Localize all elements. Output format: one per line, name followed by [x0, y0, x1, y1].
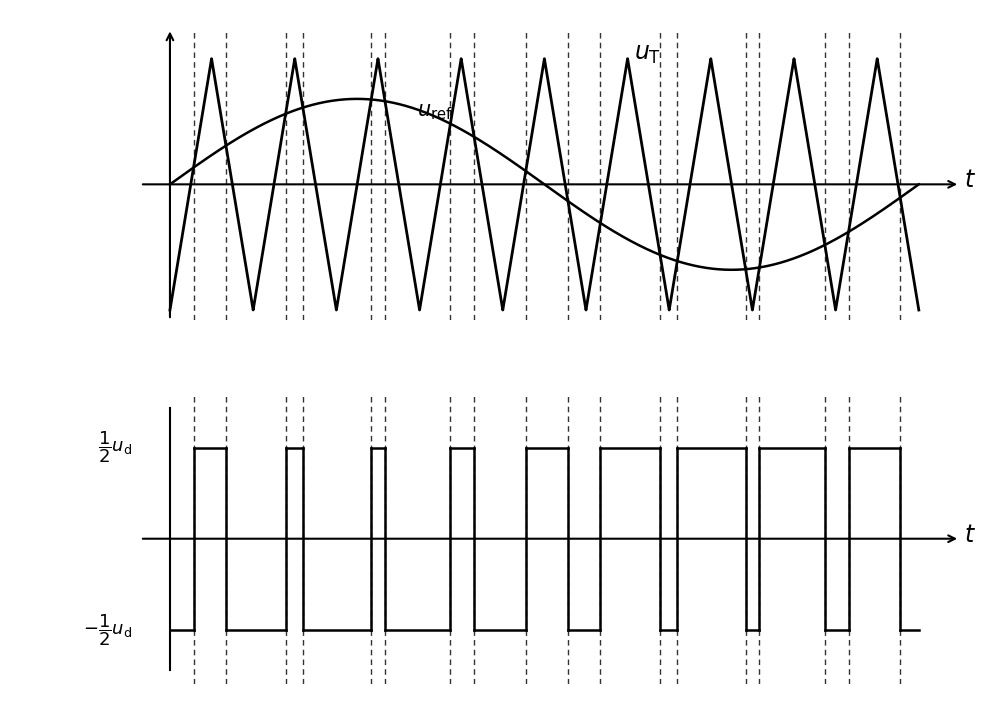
- Text: $t$: $t$: [964, 168, 976, 193]
- Text: $t$: $t$: [964, 523, 976, 547]
- Text: $u_{\mathrm{T}}$: $u_{\mathrm{T}}$: [634, 41, 661, 66]
- Text: $-\dfrac{1}{2}u_{\mathrm{d}}$: $-\dfrac{1}{2}u_{\mathrm{d}}$: [83, 612, 133, 647]
- Text: $u_{\mathrm{ref}}$: $u_{\mathrm{ref}}$: [417, 102, 453, 122]
- Text: $\dfrac{1}{2}u_{\mathrm{d}}$: $\dfrac{1}{2}u_{\mathrm{d}}$: [98, 430, 133, 466]
